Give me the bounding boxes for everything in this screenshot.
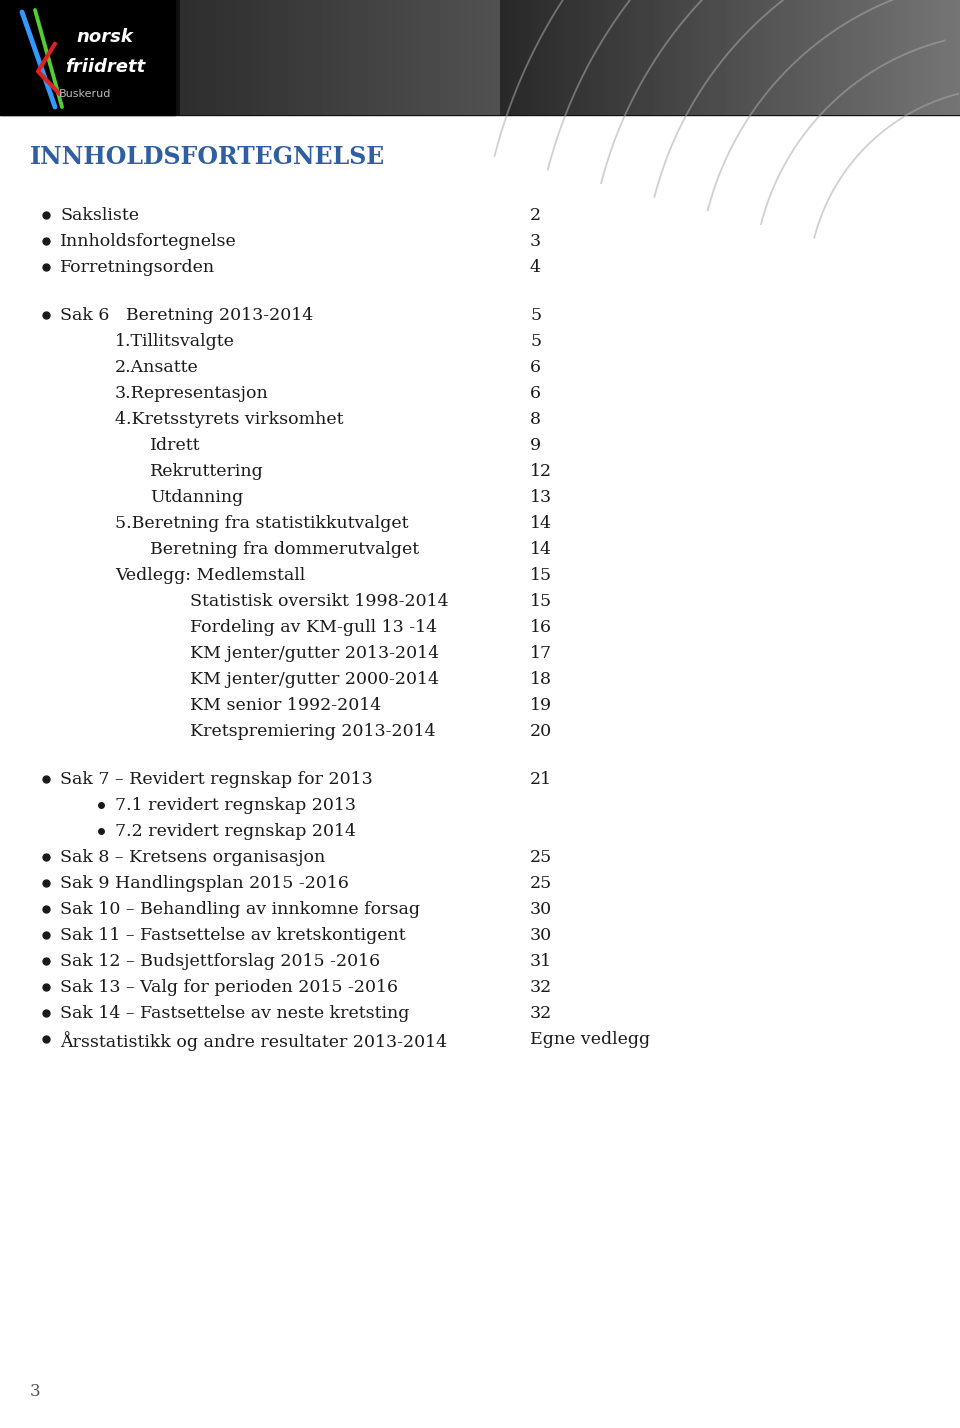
Text: INNHOLDSFORTEGNELSE: INNHOLDSFORTEGNELSE: [30, 146, 385, 169]
Text: Sak 12 – Budsjettforslag 2015 -2016: Sak 12 – Budsjettforslag 2015 -2016: [60, 952, 380, 970]
Text: 7.1 revidert regnskap 2013: 7.1 revidert regnskap 2013: [115, 797, 356, 814]
Text: 14: 14: [530, 516, 552, 533]
Text: 8: 8: [530, 411, 541, 428]
Text: Beretning fra dommerutvalget: Beretning fra dommerutvalget: [150, 541, 420, 558]
Text: Kretspremiering 2013-2014: Kretspremiering 2013-2014: [190, 723, 436, 740]
Text: 5.Beretning fra statistikkutvalget: 5.Beretning fra statistikkutvalget: [115, 516, 409, 533]
Text: 6: 6: [530, 386, 541, 403]
Text: KM jenter/gutter 2000-2014: KM jenter/gutter 2000-2014: [190, 671, 439, 688]
Text: 32: 32: [530, 980, 552, 995]
Bar: [0, 0, 960, 116]
Text: norsk: norsk: [77, 27, 133, 46]
Text: Sak 10 – Behandling av innkomne forsag: Sak 10 – Behandling av innkomne forsag: [60, 901, 420, 918]
Bar: [0, 0, 175, 116]
Text: 6: 6: [530, 358, 541, 376]
Text: 9: 9: [530, 437, 541, 454]
Text: 17: 17: [530, 645, 552, 663]
Text: Sak 11 – Fastsettelse av kretskontigent: Sak 11 – Fastsettelse av kretskontigent: [60, 927, 406, 944]
Text: 14: 14: [530, 541, 552, 558]
Text: 12: 12: [530, 463, 552, 480]
Text: KM jenter/gutter 2013-2014: KM jenter/gutter 2013-2014: [190, 645, 439, 663]
Text: 30: 30: [530, 901, 552, 918]
Text: 30: 30: [530, 927, 552, 944]
Text: 5: 5: [530, 307, 541, 324]
Text: Fordeling av KM-gull 13 -14: Fordeling av KM-gull 13 -14: [190, 618, 437, 635]
Text: 16: 16: [530, 618, 552, 635]
Text: 2.Ansatte: 2.Ansatte: [115, 358, 199, 376]
Text: Idrett: Idrett: [150, 437, 201, 454]
Text: 20: 20: [530, 723, 552, 740]
Text: Egne vedlegg: Egne vedlegg: [530, 1031, 650, 1048]
Text: Rekruttering: Rekruttering: [150, 463, 264, 480]
Text: 25: 25: [530, 875, 552, 892]
Text: 19: 19: [530, 697, 552, 714]
Text: friidrett: friidrett: [65, 57, 145, 76]
Text: 3: 3: [530, 233, 541, 250]
Text: Statistisk oversikt 1998-2014: Statistisk oversikt 1998-2014: [190, 593, 448, 610]
Text: KM senior 1992-2014: KM senior 1992-2014: [190, 697, 381, 714]
Text: Sak 14 – Fastsettelse av neste kretsting: Sak 14 – Fastsettelse av neste kretsting: [60, 1005, 409, 1022]
Text: Sak 9 Handlingsplan 2015 -2016: Sak 9 Handlingsplan 2015 -2016: [60, 875, 348, 892]
Text: 2: 2: [530, 207, 541, 224]
Text: 15: 15: [530, 567, 552, 584]
Text: Buskerud: Buskerud: [59, 90, 111, 100]
Text: Sak 8 – Kretsens organisasjon: Sak 8 – Kretsens organisasjon: [60, 850, 325, 865]
Text: 15: 15: [530, 593, 552, 610]
Text: 3: 3: [30, 1382, 40, 1399]
Text: Sak 13 – Valg for perioden 2015 -2016: Sak 13 – Valg for perioden 2015 -2016: [60, 980, 398, 995]
Text: 32: 32: [530, 1005, 552, 1022]
Text: 7.2 revidert regnskap 2014: 7.2 revidert regnskap 2014: [115, 823, 356, 840]
Text: Vedlegg: Medlemstall: Vedlegg: Medlemstall: [115, 567, 305, 584]
Text: 21: 21: [530, 771, 552, 788]
Text: Innholdsfortegnelse: Innholdsfortegnelse: [60, 233, 237, 250]
Text: Sak 7 – Revidert regnskap for 2013: Sak 7 – Revidert regnskap for 2013: [60, 771, 372, 788]
Text: 31: 31: [530, 952, 552, 970]
Text: 18: 18: [530, 671, 552, 688]
Text: Årsstatistikk og andre resultater 2013-2014: Årsstatistikk og andre resultater 2013-2…: [60, 1031, 447, 1051]
Text: 25: 25: [530, 850, 552, 865]
Text: Sak 6   Beretning 2013-2014: Sak 6 Beretning 2013-2014: [60, 307, 313, 324]
Text: 1.Tillitsvalgte: 1.Tillitsvalgte: [115, 333, 235, 350]
Text: Utdanning: Utdanning: [150, 488, 243, 506]
Text: 3.Representasjon: 3.Representasjon: [115, 386, 269, 403]
Text: Saksliste: Saksliste: [60, 207, 139, 224]
Text: Forretningsorden: Forretningsorden: [60, 258, 215, 276]
Text: 5: 5: [530, 333, 541, 350]
Text: 4: 4: [530, 258, 541, 276]
Text: 13: 13: [530, 488, 552, 506]
Text: 4.Kretsstyrets virksomhet: 4.Kretsstyrets virksomhet: [115, 411, 344, 428]
